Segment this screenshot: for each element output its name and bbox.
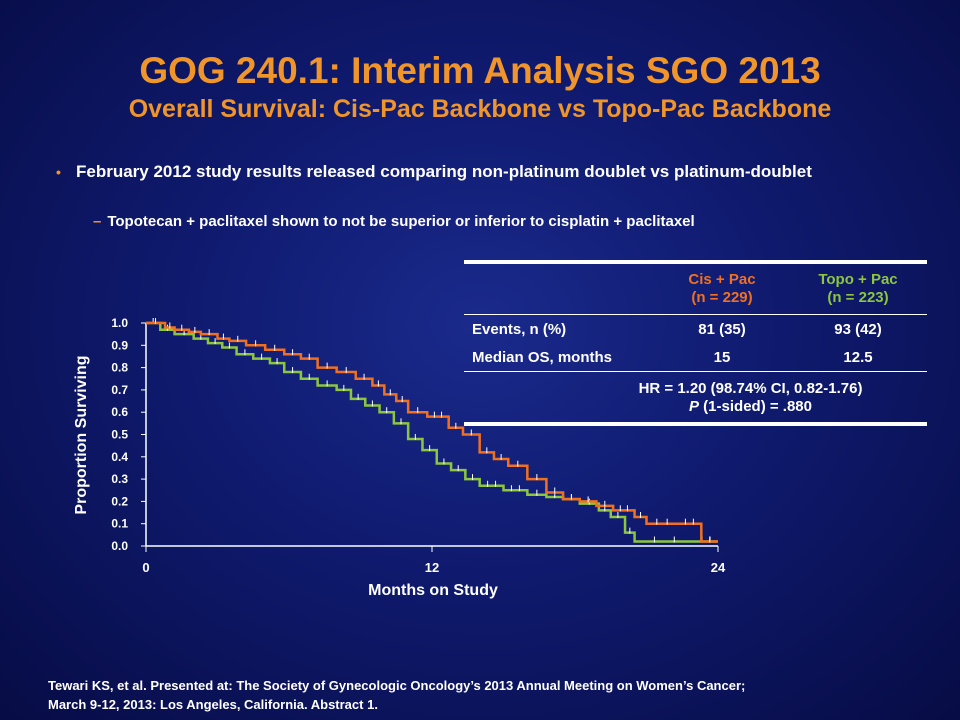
sub-bullet: – Topotecan + paclitaxel shown to not be … xyxy=(93,213,695,230)
header-cis: Cis + Pac (n = 229) xyxy=(654,271,790,307)
y-tick-label: 0.1 xyxy=(111,517,128,531)
citation-line-2: March 9-12, 2013: Los Angeles, Californi… xyxy=(48,697,378,712)
hr-text: HR = 1.20 (98.74% CI, 0.82-1.76) xyxy=(638,380,863,397)
x-axis-label: Months on Study xyxy=(368,582,498,599)
table-top-rule xyxy=(464,260,927,264)
table-bottom-rule xyxy=(464,422,927,426)
citation: Tewari KS, et al. Presented at: The Soci… xyxy=(48,676,745,714)
citation-line-1: Tewari KS, et al. Presented at: The Soci… xyxy=(48,678,746,693)
y-tick-label: 0.0 xyxy=(111,539,128,553)
slide-title: GOG 240.1: Interim Analysis SGO 2013 xyxy=(139,50,821,91)
row-label: Median OS, months xyxy=(472,348,613,366)
sub-bullet-text: Topotecan + paclitaxel shown to not be s… xyxy=(107,213,695,230)
y-tick-label: 0.7 xyxy=(111,383,128,397)
p-text: (1-sided) = .880 xyxy=(699,398,812,415)
row-cis-value: 15 xyxy=(713,348,731,366)
row-topo-value: 93 (42) xyxy=(834,320,882,338)
y-tick-label: 0.3 xyxy=(111,472,128,486)
header-topo: Topo + Pac (n = 223) xyxy=(790,271,926,307)
y-tick-label: 0.6 xyxy=(111,405,128,419)
y-tick-label: 1.0 xyxy=(111,316,128,330)
bullet-dot-icon: • xyxy=(56,164,61,180)
y-axis-label: Proportion Surviving xyxy=(73,355,90,514)
censor-marks xyxy=(155,318,711,543)
series-line xyxy=(146,321,718,543)
x-tick-label: 12 xyxy=(425,560,439,575)
header-topo-n: (n = 223) xyxy=(827,289,889,306)
table-row: Median OS, months 15 12.5 xyxy=(464,343,927,371)
y-tick-label: 0.8 xyxy=(111,361,128,375)
y-tick-label: 0.9 xyxy=(111,338,128,352)
dash-icon: – xyxy=(93,213,102,230)
table-row: Events, n (%) 81 (35) 93 (42) xyxy=(464,315,927,343)
axes: 0.0 0.1 0.2 0.3 0.4 0.5 0.6 0.7 0.8 0.9 1.0 0 12 24 xyxy=(111,316,726,575)
p-label: P xyxy=(689,398,700,415)
results-table: Cis + Pac (n = 229) Topo + Pac (n = 223)… xyxy=(464,260,927,426)
bullet-point: • February 2012 study results released c… xyxy=(56,161,856,183)
bullet-text: February 2012 study results released com… xyxy=(76,162,812,181)
x-tick-label: 24 xyxy=(711,560,726,575)
table-header-rule xyxy=(464,314,927,315)
series-layer xyxy=(146,318,718,543)
y-tick-label: 0.4 xyxy=(111,450,128,464)
row-cis-value: 81 (35) xyxy=(698,320,746,338)
p-value: P (1-sided) = .880 xyxy=(574,398,927,416)
header-cis-n: (n = 229) xyxy=(691,289,753,306)
slide-subtitle: Overall Survival: Cis-Pac Backbone vs To… xyxy=(128,95,832,123)
row-topo-value: 12.5 xyxy=(843,348,873,366)
row-label: Events, n (%) xyxy=(472,320,567,338)
header-topo-name: Topo + Pac xyxy=(818,271,898,288)
y-tick-label: 0.5 xyxy=(111,428,128,442)
y-tick-label: 0.2 xyxy=(111,494,128,508)
table-mid-rule xyxy=(464,371,927,372)
header-cis-name: Cis + Pac xyxy=(688,271,756,288)
hazard-ratio: HR = 1.20 (98.74% CI, 0.82-1.76) P (1-si… xyxy=(464,372,927,422)
x-tick-label: 0 xyxy=(142,560,149,575)
table-header-row: Cis + Pac (n = 229) Topo + Pac (n = 223) xyxy=(464,264,927,314)
